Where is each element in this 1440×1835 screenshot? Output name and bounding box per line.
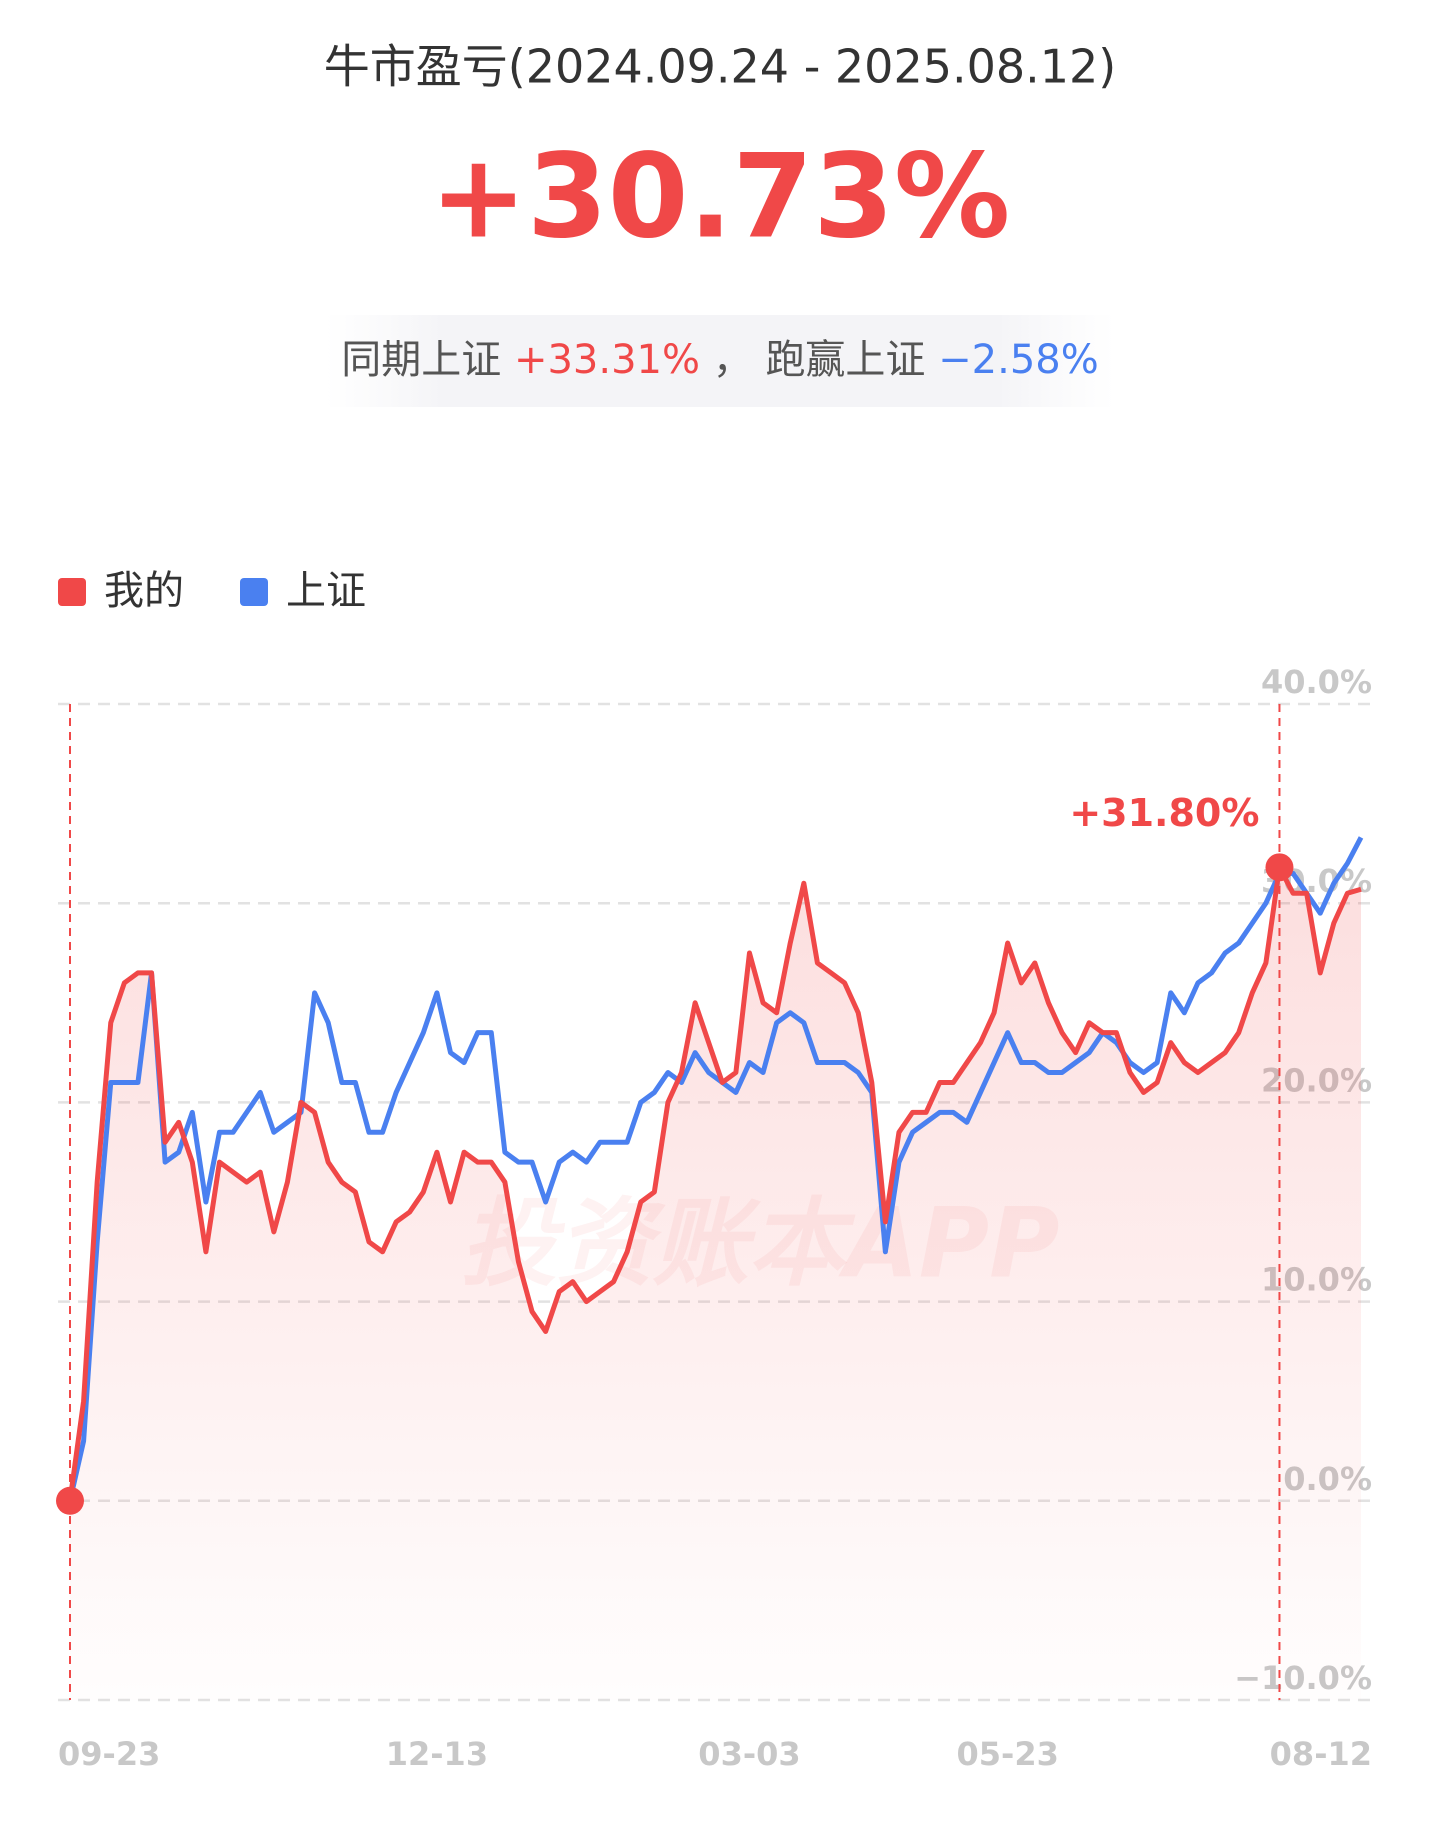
series-line xyxy=(67,836,1364,1502)
legend-label: 我的 xyxy=(104,568,184,614)
title: 牛市盈亏(2024.09.24 - 2025.08.12) xyxy=(324,40,1117,94)
x-tick-label: 12-13 xyxy=(386,1735,488,1773)
separator: ， xyxy=(713,337,753,383)
legend-swatch xyxy=(240,578,268,606)
beat-label: 跑赢上证 xyxy=(765,337,925,383)
series-line xyxy=(67,864,1362,1502)
beat-value: −2.58% xyxy=(938,337,1099,383)
x-tick-label: 05-23 xyxy=(957,1735,1059,1773)
bench-value: +33.31% xyxy=(514,337,700,383)
highlight-dot xyxy=(1265,853,1294,882)
bench-label: 同期上证 xyxy=(341,337,501,383)
total-return: +30.73% xyxy=(430,130,1010,265)
x-tick-label: 08-12 xyxy=(1270,1735,1372,1773)
area-fill xyxy=(70,867,1361,1700)
y-tick-label: 40.0% xyxy=(1261,663,1372,701)
legend-swatch xyxy=(58,578,86,606)
x-tick-label: 03-03 xyxy=(698,1735,800,1773)
summary-box xyxy=(325,315,1115,407)
value-label: +31.80% xyxy=(1069,791,1259,835)
x-tick-label: 09-23 xyxy=(58,1735,160,1773)
start-dot xyxy=(56,1486,84,1515)
legend-label: 上证 xyxy=(286,568,366,614)
summary: 同期上证 +33.31% ， 跑赢上证 −2.58% xyxy=(341,337,1099,383)
